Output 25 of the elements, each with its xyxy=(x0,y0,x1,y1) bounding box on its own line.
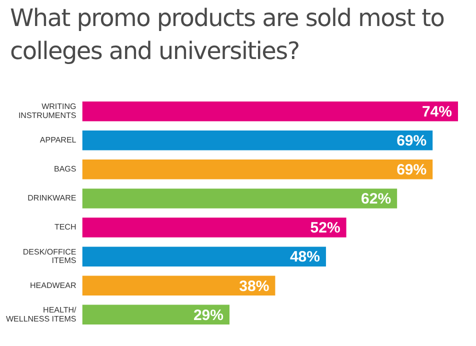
data-label: 69% xyxy=(396,132,427,150)
y-tick-label: BAGS xyxy=(54,164,76,174)
bar xyxy=(82,246,326,266)
bar xyxy=(82,101,458,122)
data-label: 48% xyxy=(290,248,320,266)
bar xyxy=(82,276,276,296)
bar xyxy=(82,188,398,208)
y-tick-label: DESK/OFFICE ITEMS xyxy=(22,247,76,266)
data-label: 69% xyxy=(396,162,427,179)
y-tick-label: TECH xyxy=(54,222,76,232)
data-label: 74% xyxy=(422,103,452,120)
bar xyxy=(82,304,230,325)
data-label: 38% xyxy=(239,278,270,295)
bar xyxy=(82,130,433,150)
y-tick-label: HEALTH/ WELLNESS ITEMS xyxy=(6,305,78,324)
y-tick-label: HEADWEAR xyxy=(30,280,76,290)
y-tick-label: WRITING INSTRUMENTS xyxy=(18,102,76,120)
bar xyxy=(82,160,433,180)
data-label: 62% xyxy=(361,190,392,208)
data-label: 52% xyxy=(310,220,340,237)
y-tick-label: APPAREL xyxy=(40,136,77,145)
chart-title: What promo products are sold most to colleges and universities? xyxy=(10,3,446,67)
bar xyxy=(82,218,346,238)
data-label: 29% xyxy=(193,306,224,324)
y-tick-label: DRINKWARE xyxy=(28,194,76,203)
